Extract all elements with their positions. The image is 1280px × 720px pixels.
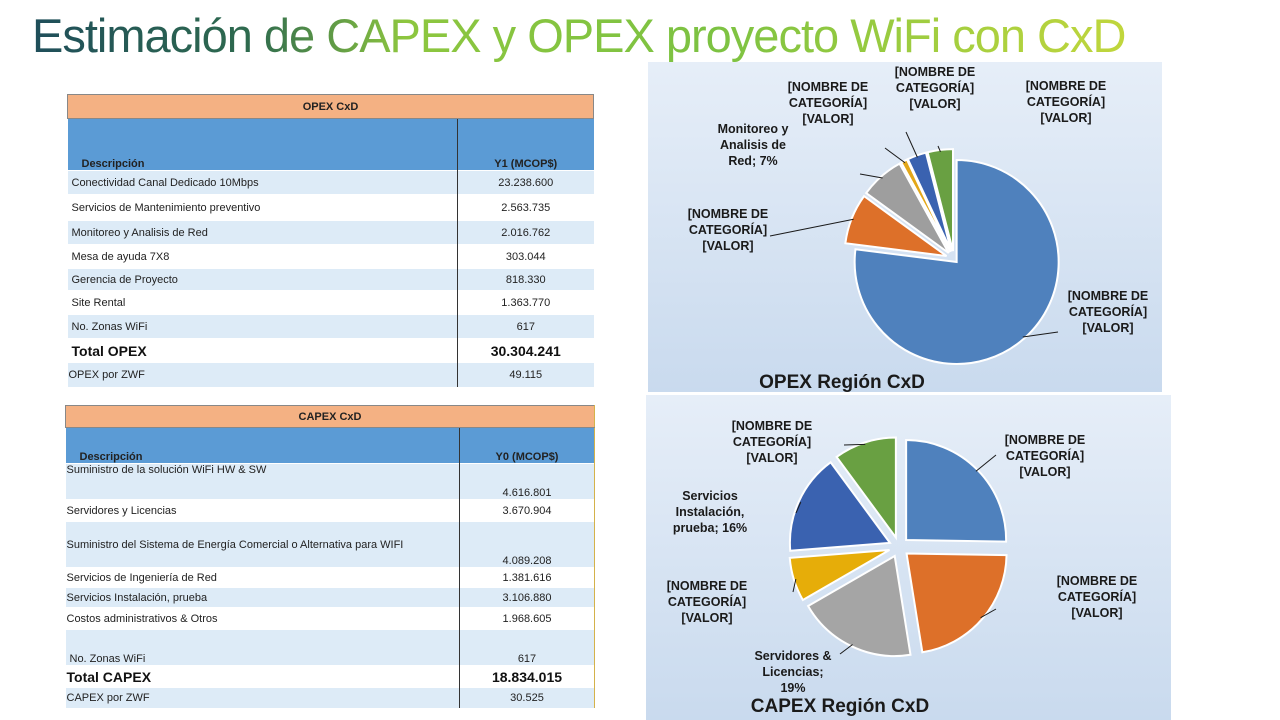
table-row: Suministro de la solución WiFi HW & SW 4.… — [65, 463, 595, 500]
capex-pie-leader-line — [975, 454, 997, 472]
capex-pie-slice — [806, 554, 912, 658]
capex-pie-data-label: Servicios Instalación, prueba; 16% — [673, 489, 747, 535]
capex-pie-slice — [835, 436, 897, 541]
table-row: CAPEX por ZWF 30.525 — [65, 687, 595, 708]
table-row: Servidores y Licencias 3.670.904 — [65, 499, 595, 522]
opex-pie-chart: [NOMBRE DE CATEGORÍA] [VALOR] [NOMBRE DE CAT… — [688, 65, 1149, 392]
opex-pie-data-label: [NOMBRE DE CATEGORÍA] [VALOR] — [1068, 289, 1149, 335]
table-row: Mesa de ayuda 7X8 303.044 — [67, 244, 594, 269]
table-row: Gerencia de Proyecto 818.330 — [67, 268, 594, 291]
opex-pie-data-label: Monitoreo y Analisis de Red; 7% — [718, 122, 789, 168]
table-row-total: Total CAPEX 18.834.015 — [65, 665, 595, 688]
capex-pie-leader-line — [792, 578, 797, 593]
capex-pie-data-label: [NOMBRE DE CATEGORÍA] [VALOR] — [732, 419, 813, 465]
capex-pie-leader-line — [839, 644, 853, 655]
opex-pie-chart-panel: [NOMBRE DE CATEGORÍA] [VALOR] [NOMBRE DE CAT… — [648, 62, 1162, 392]
table-row: Costos administrativos & Otros 1.968.605 — [65, 607, 595, 630]
capex-pie-data-label: [NOMBRE DE CATEGORÍA] [VALOR] — [667, 579, 748, 625]
capex-pie-chart: [NOMBRE DE CATEGORÍA] [VALOR] [NOMBRE DE CAT… — [667, 419, 1138, 717]
capex-pie-leader-line — [795, 501, 802, 514]
capex-pie-slice — [788, 548, 890, 602]
capex-pie-data-label: [NOMBRE DE CATEGORÍA] [VALOR] — [1057, 574, 1138, 620]
capex-col-value: Y0 (MCOP$) — [459, 427, 595, 464]
capex-table-title: CAPEX CxD — [65, 405, 595, 428]
opex-pie-leader-line — [884, 147, 906, 164]
opex-pie-leader-line — [937, 145, 941, 153]
table-row: Site Rental 1.363.770 — [67, 290, 594, 315]
capex-pie-data-label: [NOMBRE DE CATEGORÍA] [VALOR] — [1005, 433, 1086, 479]
opex-pie-leader-line — [1022, 331, 1059, 338]
capex-pie-leader-line — [843, 443, 866, 446]
opex-pie-slice — [864, 162, 950, 254]
opex-chart-title: OPEX Región CxD — [759, 372, 925, 392]
opex-pie-slice — [844, 194, 948, 258]
table-row: Conectividad Canal Dedicado 10Mbps 23.238… — [67, 170, 594, 195]
capex-pie-slice — [905, 438, 1008, 543]
slide-title: Estimación de CAPEX y OPEX proyecto WiFi… — [32, 8, 1272, 108]
capex-pie-slice — [905, 552, 1008, 654]
opex-col-description: Descripción — [67, 118, 458, 171]
opex-pie-data-label: [NOMBRE DE CATEGORÍA] [VALOR] — [688, 207, 769, 253]
capex-col-description: Descripción — [65, 427, 460, 464]
opex-table: OPEX CxD Descripción Y1 (MCOP$) Conectiv… — [66, 94, 595, 387]
capex-pie-leader-line — [980, 608, 997, 619]
opex-pie-slice — [899, 158, 952, 253]
table-row: No. Zonas WiFi 617 — [67, 314, 594, 339]
capex-chart-title: CAPEX Región CxD — [751, 696, 929, 717]
table-row: Servicios de Mantenimiento preventivo 2.5… — [67, 194, 594, 221]
table-row-total: Total OPEX 30.304.241 — [67, 338, 594, 363]
capex-table: CAPEX CxD Descripción Y0 (MCOP$) Suminis… — [65, 405, 595, 708]
table-row: OPEX por ZWF 49.115 — [67, 362, 594, 387]
capex-pie-data-label: Servidores & Licencias; 19% — [754, 649, 831, 695]
opex-pie-slice — [853, 158, 1060, 365]
opex-pie-data-label: [NOMBRE DE CATEGORÍA] [VALOR] — [788, 80, 869, 126]
table-row: Servicios Instalación, prueba 3.106.880 — [65, 587, 595, 608]
opex-pie-data-label: [NOMBRE DE CATEGORÍA] [VALOR] — [1026, 79, 1107, 125]
table-row: Suministro del Sistema de Energía Comerc… — [65, 521, 595, 568]
opex-pie-leader-line — [905, 131, 918, 158]
opex-pie-slice — [926, 148, 954, 252]
table-row: No. Zonas WiFi 617 — [65, 629, 595, 666]
capex-pie-slice — [788, 460, 892, 552]
table-row: Monitoreo y Analisis de Red 2.016.762 — [67, 220, 594, 245]
table-row: Servicios de Ingeniería de Red 1.381.616 — [65, 567, 595, 588]
capex-pie-chart-panel: [NOMBRE DE CATEGORÍA] [VALOR] [NOMBRE DE CAT… — [646, 395, 1171, 720]
opex-table-title: OPEX CxD — [66, 94, 595, 119]
opex-pie-data-label: [NOMBRE DE CATEGORÍA] [VALOR] — [895, 65, 976, 111]
opex-pie-leader-line — [859, 173, 883, 179]
opex-pie-leader-line — [769, 218, 854, 237]
opex-col-value: Y1 (MCOP$) — [457, 118, 594, 171]
